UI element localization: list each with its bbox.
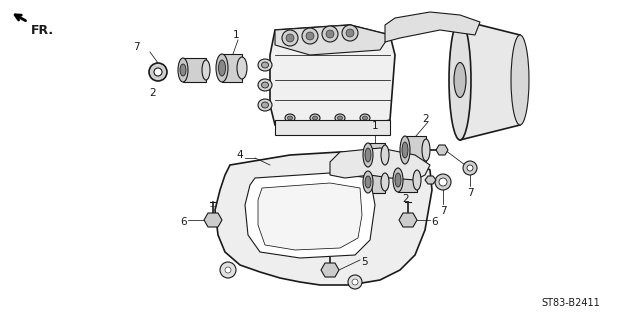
Polygon shape (330, 148, 430, 180)
Ellipse shape (511, 35, 529, 125)
Ellipse shape (262, 62, 269, 68)
Ellipse shape (413, 170, 421, 190)
Ellipse shape (395, 173, 401, 187)
Polygon shape (385, 12, 480, 42)
Circle shape (286, 34, 294, 42)
Ellipse shape (287, 116, 292, 120)
Ellipse shape (393, 168, 403, 192)
Text: 7: 7 (132, 42, 140, 52)
Polygon shape (270, 25, 395, 130)
Text: FR.: FR. (31, 24, 54, 37)
Ellipse shape (180, 64, 186, 76)
Polygon shape (399, 213, 417, 227)
Polygon shape (405, 136, 426, 164)
Ellipse shape (362, 116, 368, 120)
Polygon shape (204, 213, 222, 227)
Circle shape (302, 28, 318, 44)
Text: 1: 1 (371, 162, 378, 172)
Ellipse shape (258, 79, 272, 91)
Ellipse shape (422, 139, 430, 161)
Polygon shape (275, 25, 390, 55)
Circle shape (149, 63, 167, 81)
Circle shape (463, 161, 477, 175)
Ellipse shape (365, 176, 371, 188)
Ellipse shape (381, 145, 389, 165)
Ellipse shape (310, 114, 320, 122)
Circle shape (154, 68, 162, 76)
Circle shape (282, 30, 298, 46)
Ellipse shape (202, 60, 210, 80)
Polygon shape (321, 263, 339, 277)
Text: ST83-B2411: ST83-B2411 (541, 298, 600, 308)
Ellipse shape (216, 54, 228, 82)
Polygon shape (258, 183, 362, 250)
Circle shape (322, 26, 338, 42)
Text: 4: 4 (236, 150, 243, 160)
Circle shape (346, 29, 354, 37)
Ellipse shape (237, 57, 247, 79)
Text: 2: 2 (403, 194, 410, 204)
Polygon shape (436, 145, 448, 155)
Circle shape (439, 178, 447, 186)
Ellipse shape (363, 171, 373, 193)
Circle shape (306, 32, 314, 40)
Polygon shape (245, 173, 375, 258)
Ellipse shape (365, 148, 371, 162)
Polygon shape (460, 20, 520, 140)
Ellipse shape (363, 143, 373, 167)
Text: 2: 2 (423, 114, 429, 124)
Circle shape (348, 275, 362, 289)
Ellipse shape (313, 116, 317, 120)
Circle shape (225, 267, 231, 273)
Ellipse shape (258, 99, 272, 111)
Ellipse shape (178, 58, 188, 82)
Polygon shape (368, 171, 385, 193)
Polygon shape (368, 143, 385, 167)
Text: 7: 7 (467, 188, 473, 198)
Polygon shape (425, 176, 436, 184)
Ellipse shape (454, 62, 466, 98)
Ellipse shape (262, 102, 269, 108)
Text: 2: 2 (150, 88, 156, 98)
Text: 3: 3 (447, 15, 454, 25)
Ellipse shape (335, 114, 345, 122)
Polygon shape (215, 152, 432, 285)
Text: 5: 5 (361, 257, 368, 267)
Circle shape (342, 25, 358, 41)
Polygon shape (183, 58, 206, 82)
Ellipse shape (285, 114, 295, 122)
Ellipse shape (402, 142, 408, 158)
Circle shape (352, 279, 358, 285)
Ellipse shape (400, 136, 410, 164)
Ellipse shape (381, 173, 389, 191)
Circle shape (435, 174, 451, 190)
Text: 1: 1 (233, 30, 240, 40)
Polygon shape (398, 168, 417, 192)
Text: 6: 6 (431, 217, 438, 227)
Text: 6: 6 (180, 217, 187, 227)
Circle shape (467, 165, 473, 171)
Ellipse shape (449, 20, 471, 140)
Text: 1: 1 (371, 121, 378, 131)
Ellipse shape (262, 82, 269, 88)
Ellipse shape (360, 114, 370, 122)
Polygon shape (222, 54, 242, 82)
Circle shape (326, 30, 334, 38)
Text: 7: 7 (440, 206, 447, 216)
Polygon shape (275, 120, 390, 135)
Circle shape (220, 262, 236, 278)
Ellipse shape (258, 59, 272, 71)
Ellipse shape (218, 60, 225, 76)
Ellipse shape (338, 116, 343, 120)
